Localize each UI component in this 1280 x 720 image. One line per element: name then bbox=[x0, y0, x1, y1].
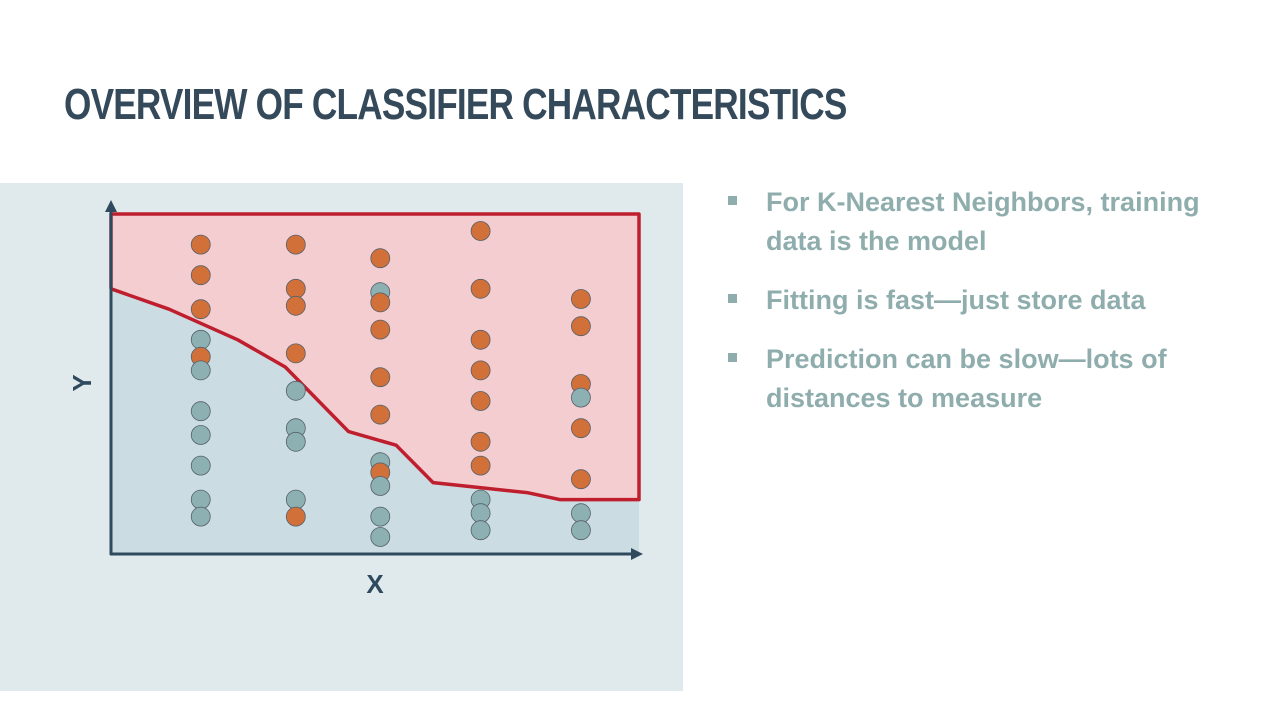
data-point-teal bbox=[190, 489, 211, 510]
data-point-teal bbox=[285, 489, 306, 510]
slide-title: Overview of Classifier Characteristics bbox=[64, 80, 847, 129]
data-point-orange bbox=[370, 319, 391, 340]
data-point-teal bbox=[370, 476, 391, 496]
data-point-orange bbox=[370, 292, 391, 313]
data-point-orange bbox=[285, 506, 306, 527]
bullet-item: For K-Nearest Neighbors, training data i… bbox=[726, 183, 1246, 261]
data-point-orange bbox=[571, 289, 591, 309]
data-point-teal bbox=[571, 520, 591, 541]
data-point-teal bbox=[470, 503, 491, 524]
data-point-teal bbox=[190, 425, 211, 445]
data-points bbox=[190, 221, 591, 547]
x-axis-arrowhead bbox=[631, 548, 643, 560]
x-axis-label: X bbox=[366, 569, 384, 599]
data-point-orange bbox=[285, 343, 306, 364]
data-point-orange bbox=[370, 367, 391, 388]
data-point-teal bbox=[190, 360, 211, 381]
data-point-orange bbox=[370, 248, 391, 269]
y-axis-label: Y bbox=[67, 374, 97, 391]
data-point-teal bbox=[190, 401, 211, 422]
data-point-orange bbox=[571, 469, 591, 490]
data-point-orange bbox=[470, 221, 491, 241]
knn-figure-panel: X Y bbox=[0, 183, 683, 691]
data-point-teal bbox=[571, 387, 591, 408]
bullet-list: For K-Nearest Neighbors, training data i… bbox=[726, 183, 1246, 438]
data-point-orange bbox=[470, 360, 491, 381]
data-point-orange bbox=[470, 455, 491, 476]
data-point-teal bbox=[190, 455, 211, 476]
bullet-square-icon bbox=[728, 196, 737, 205]
teal-class-region bbox=[111, 288, 639, 554]
data-point-orange bbox=[571, 316, 591, 337]
decision-boundary-outline bbox=[109, 212, 641, 502]
data-point-orange bbox=[190, 234, 211, 255]
data-point-orange bbox=[470, 431, 491, 452]
data-point-orange bbox=[470, 391, 491, 411]
knn-decision-boundary-diagram: X Y bbox=[67, 200, 643, 599]
data-point-teal bbox=[370, 527, 391, 547]
data-point-orange bbox=[190, 265, 211, 286]
bullet-item: Prediction can be slow—lots of distances… bbox=[726, 340, 1246, 418]
data-point-teal bbox=[190, 506, 211, 527]
data-point-orange bbox=[190, 299, 211, 320]
data-point-teal bbox=[370, 506, 391, 527]
orange-class-region bbox=[111, 214, 639, 500]
data-point-teal bbox=[285, 431, 306, 452]
data-point-teal bbox=[470, 520, 491, 541]
bullet-square-icon bbox=[728, 294, 737, 303]
bullet-square-icon bbox=[728, 353, 737, 362]
data-point-orange bbox=[285, 234, 306, 255]
data-point-orange bbox=[571, 418, 591, 439]
bullet-text: Fitting is fast—just store data bbox=[766, 285, 1146, 315]
data-point-orange bbox=[470, 278, 491, 299]
data-point-teal bbox=[285, 380, 306, 401]
data-point-orange bbox=[470, 329, 491, 350]
data-point-orange bbox=[285, 295, 306, 316]
y-axis-arrowhead bbox=[105, 200, 117, 212]
data-point-teal bbox=[190, 329, 211, 350]
bullet-item: Fitting is fast—just store data bbox=[726, 281, 1246, 320]
bullet-text: For K-Nearest Neighbors, training data i… bbox=[766, 187, 1200, 256]
data-point-orange bbox=[285, 278, 306, 299]
data-point-teal bbox=[571, 503, 591, 524]
bullet-text: Prediction can be slow—lots of distances… bbox=[766, 344, 1167, 413]
data-point-orange bbox=[370, 404, 391, 425]
